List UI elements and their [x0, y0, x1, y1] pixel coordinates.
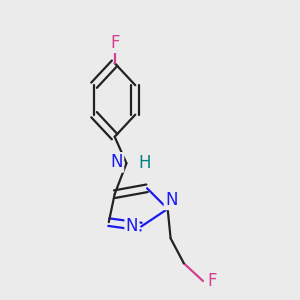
Text: F: F	[110, 34, 119, 52]
Text: F: F	[207, 272, 217, 290]
Text: H: H	[138, 154, 151, 172]
Text: N: N	[126, 217, 138, 235]
Text: N: N	[110, 153, 123, 171]
Text: N: N	[165, 191, 178, 209]
